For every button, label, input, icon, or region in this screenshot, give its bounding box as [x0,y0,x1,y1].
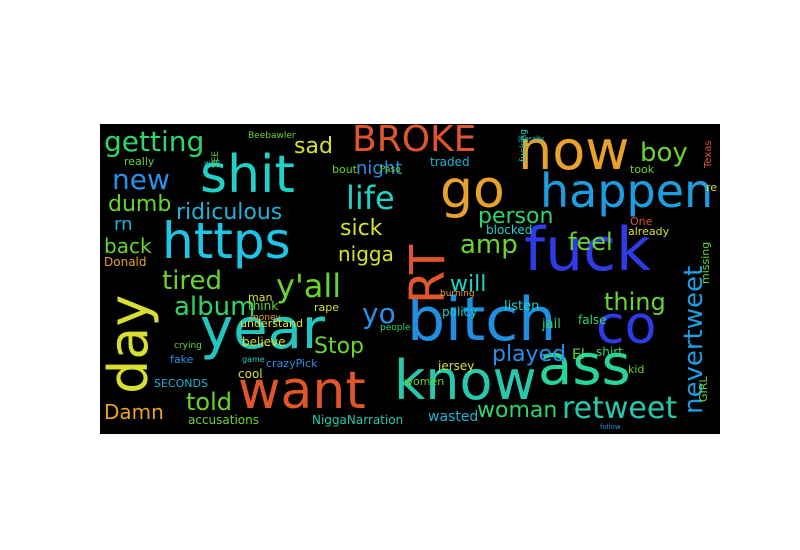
word: yo [362,297,396,330]
word: really [124,155,155,168]
word: One [630,215,653,228]
word: amp [460,230,518,260]
word: want [238,361,366,421]
word-cloud: bitch https year shit now happen fuck kn… [100,124,720,434]
word: think [248,299,279,313]
word: rn [114,214,133,235]
word: jail [542,317,561,332]
word: day [100,294,160,394]
word: sad [294,134,333,159]
word: crazyPick [266,357,318,370]
word: BROKE [352,124,477,160]
word: fake [170,353,194,366]
word: believe [242,335,286,349]
word: co [596,296,657,356]
word: wasted [428,409,479,425]
word: crying [174,341,202,351]
word: boy [640,138,688,168]
word: year [200,297,325,362]
word: https [162,212,291,270]
word: game [242,355,265,364]
word: tired [162,266,223,296]
word: Beebawler [248,131,296,141]
word: man [248,291,273,304]
word: missing [699,241,712,284]
word: Damn [104,400,164,424]
word: Paso [380,165,401,175]
word: people [380,323,411,333]
word: getting [104,125,205,158]
word: y'all [276,267,342,305]
word: women [404,375,445,388]
word: cool [238,367,263,381]
word: Stop [314,334,365,359]
word: traded [430,155,470,169]
word: understand [240,317,303,330]
word: album [174,292,256,322]
word: ass [538,333,631,398]
word: blocked [486,223,533,237]
word: played [492,342,567,367]
word: new [112,163,170,196]
word: Texas [703,140,714,168]
word: night [356,158,403,179]
word: kid [628,363,645,376]
word: SECONDS [154,377,208,390]
word: life [346,179,395,217]
word: literally [518,135,545,143]
word: go [440,160,505,220]
word: now [518,124,630,182]
word: listen [504,299,540,314]
word: retweet [562,391,678,426]
word: Donald [104,255,147,269]
word: took [630,163,655,176]
word: re [706,181,718,194]
word: well [204,159,220,168]
word: accusations [188,413,259,427]
word: dumb [108,192,172,217]
word: back [104,234,152,258]
word: money [250,313,281,323]
word: policy [442,305,478,319]
word: thing [604,288,666,316]
word: bout [332,163,357,176]
word: burning [440,289,475,299]
word: shirt [596,345,623,359]
word: follow [600,423,621,431]
word: rape [314,301,340,314]
word: El [572,347,585,363]
word: NiggaNarration [312,413,404,427]
word: GIRL [697,376,710,402]
word: shit [200,145,295,205]
word: jersey [438,359,475,373]
word: nigga [338,242,394,266]
word: bitch [407,285,557,355]
word: happen [540,164,714,218]
word: false [578,313,607,327]
word: woman [477,398,558,423]
word: will [450,272,487,297]
word: already [628,225,670,238]
word: sick [340,216,383,241]
word: fucking [519,129,529,162]
word: fuck [524,215,651,285]
word: feel [568,228,613,256]
word: told [186,388,232,416]
word: ridiculous [176,200,283,225]
word: person [478,204,554,229]
word: know [394,349,537,412]
